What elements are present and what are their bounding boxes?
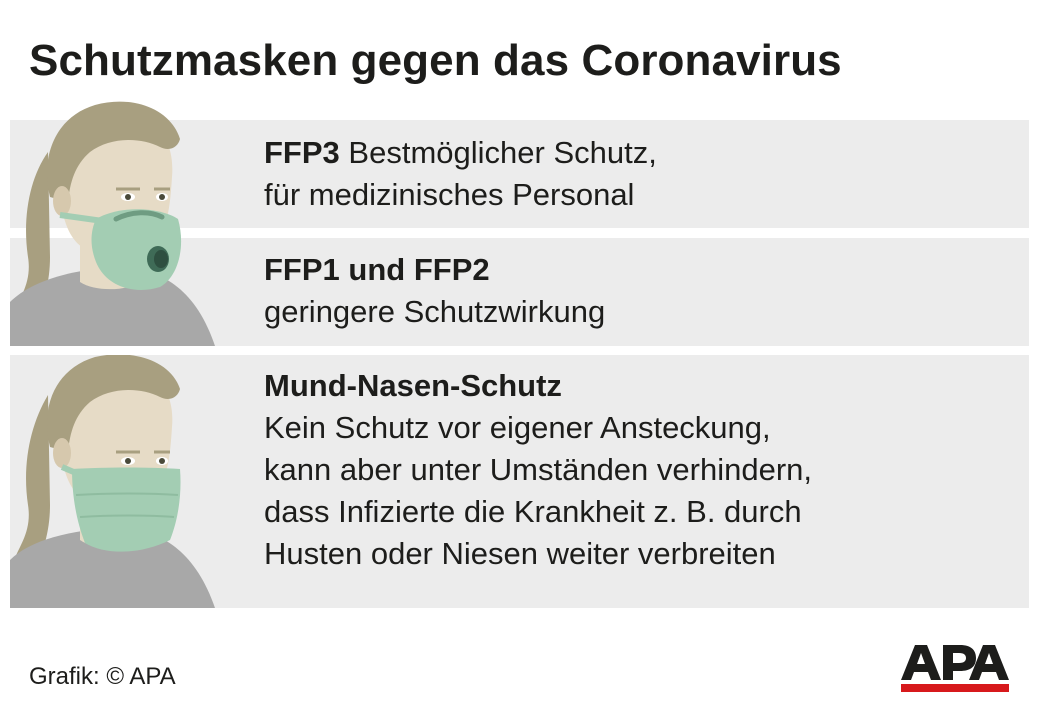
ffp1-ffp2-line-1: geringere Schutzwirkung [264, 294, 606, 329]
person-ffp-mask-icon [10, 97, 220, 346]
mouth-nose-text: Mund-Nasen-Schutz Kein Schutz vor eigene… [264, 365, 812, 575]
ffp1-ffp2-heading: FFP1 und FFP2 [264, 252, 490, 287]
ffp3-line-2: für medizinisches Personal [264, 177, 635, 212]
ffp3-row [10, 120, 1029, 228]
mouth-nose-line-4: Husten oder Niesen weiter verbreiten [264, 536, 776, 571]
person-surgical-mask-icon [10, 355, 220, 608]
apa-logo [898, 640, 1012, 694]
ffp3-line-1: Bestmöglicher Schutz, [348, 135, 657, 170]
mouth-nose-line-2: kann aber unter Umständen verhindern, [264, 452, 812, 487]
ffp3-heading: FFP3 [264, 135, 340, 170]
mouth-nose-line-1: Kein Schutz vor eigener Ansteckung, [264, 410, 771, 445]
mouth-nose-heading: Mund-Nasen-Schutz [264, 368, 562, 403]
ffp3-text: FFP3 Bestmöglicher Schutz, für medizinis… [264, 132, 657, 216]
ffp1-ffp2-text: FFP1 und FFP2 geringere Schutzwirkung [264, 249, 605, 333]
page-title: Schutzmasken gegen das Coronavirus [29, 36, 842, 85]
credit-text: Grafik: © APA [29, 663, 176, 690]
mouth-nose-line-3: dass Infizierte die Krankheit z. B. durc… [264, 494, 802, 529]
